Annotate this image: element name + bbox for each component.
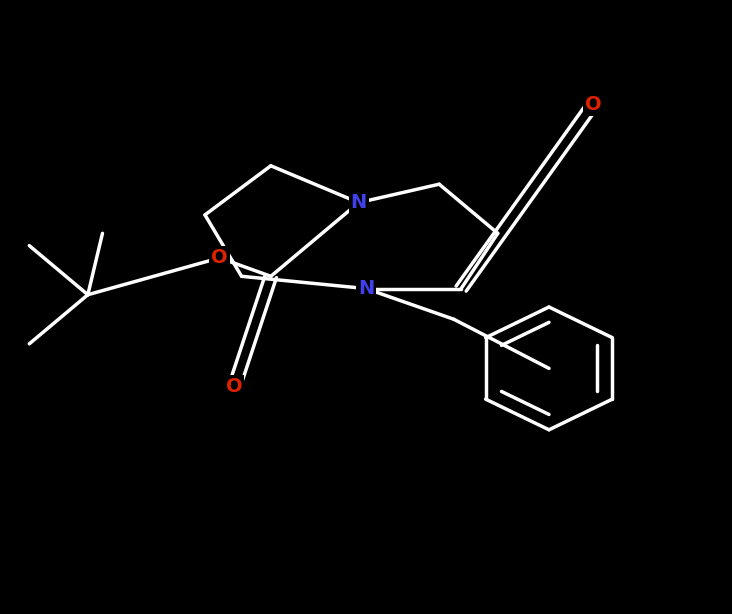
- Text: O: O: [212, 249, 228, 267]
- Text: N: N: [351, 193, 367, 212]
- Text: O: O: [585, 95, 601, 114]
- Text: N: N: [358, 279, 374, 298]
- Text: O: O: [226, 378, 242, 396]
